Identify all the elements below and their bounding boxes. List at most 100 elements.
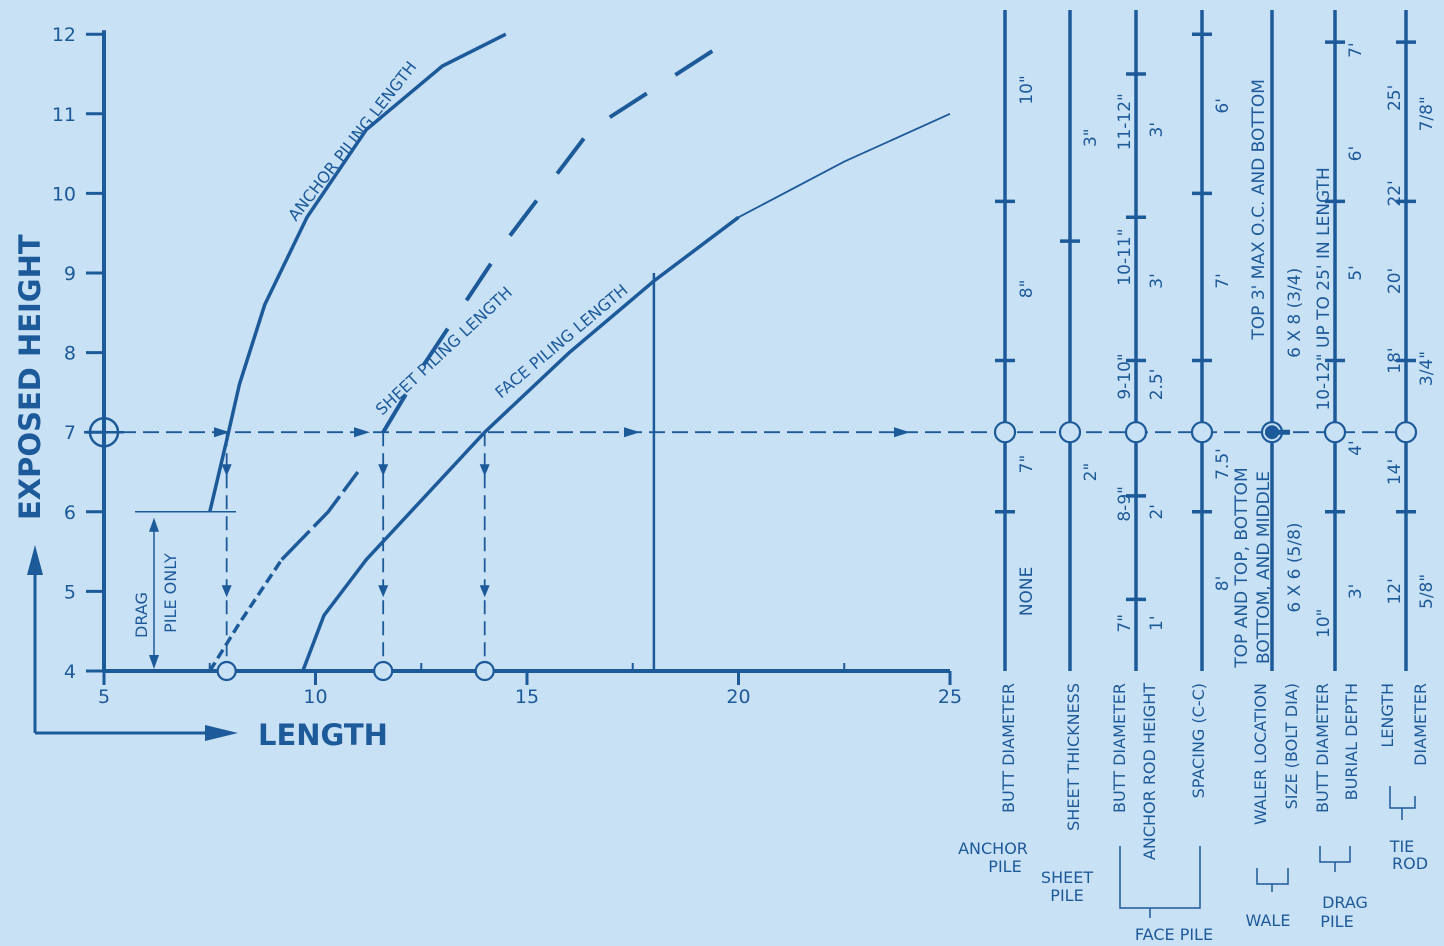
sheet-curve-label: SHEET PILING LENGTH — [372, 283, 516, 419]
example-length-marker — [474, 660, 495, 682]
scale-value-marker — [1190, 421, 1214, 444]
y-tick-label: 6 — [64, 502, 76, 524]
scale-value-label: 2' — [1147, 504, 1167, 520]
group-label-sheet: PILE — [1050, 886, 1083, 905]
scale-value-label: 3' — [1147, 273, 1167, 289]
x-tick-label: 25 — [938, 686, 962, 708]
x-tick-label: 5 — [98, 686, 110, 708]
scale-value-label: 1' — [1147, 615, 1167, 631]
x-direction-arrowhead — [205, 725, 238, 741]
scale-value-label: 2" — [1081, 463, 1101, 482]
scale-value-label: 4' — [1346, 440, 1366, 456]
scale-value-label: 18' — [1385, 347, 1405, 373]
scale-column-name: LENGTH — [1378, 683, 1397, 748]
y-tick-label: 5 — [64, 581, 76, 603]
scale-value-label: TOP 3' MAX O.C. AND BOTTOM — [1249, 79, 1269, 341]
scale-value-label: BOTTOM, AND MIDDLE — [1254, 471, 1274, 664]
scale-value-label: 7.5' — [1213, 448, 1233, 480]
guide-arrow-right — [894, 427, 910, 438]
sheet-piling-curve-middle — [280, 470, 360, 561]
scale-value-label: 7" — [1115, 614, 1135, 633]
group-label-anchor: ANCHOR — [958, 839, 1028, 858]
scale-value-label: 6' — [1213, 98, 1233, 114]
scale-value-label: NONE — [1017, 567, 1037, 617]
scale-value-marker — [993, 421, 1017, 444]
y-tick-label: 11 — [52, 104, 76, 126]
scale-value-label: 10" — [1314, 609, 1334, 638]
scale-value-label: 10-11" — [1115, 228, 1135, 285]
face-piling-curve — [301, 215, 740, 672]
scale-value-label: 11-12" — [1115, 93, 1135, 150]
scale-value-label: 3/4" — [1417, 351, 1437, 386]
y-tick-label: 7 — [64, 422, 76, 444]
drag-pile-bracket — [1319, 846, 1351, 872]
scale-value-label: 3' — [1147, 122, 1167, 138]
scale-column-name: BUTT DIAMETER — [1313, 683, 1332, 813]
scale-value-marker — [1394, 421, 1418, 444]
scale-value-label: 20' — [1385, 268, 1405, 294]
y-tick-label: 4 — [64, 661, 76, 683]
group-label-drag: DRAG — [1322, 893, 1368, 912]
guide-arrow-right — [624, 427, 640, 438]
scale-value-label: 7' — [1346, 42, 1366, 58]
guide-arrow-down — [221, 464, 232, 477]
scale-value-label: 7' — [1213, 273, 1233, 289]
scale-value-marker — [1124, 421, 1148, 444]
scale-value-marker — [1323, 421, 1347, 444]
scale-value-label: 8' — [1213, 576, 1233, 592]
group-label-sheet: SHEET — [1041, 868, 1093, 887]
x-axis-label: LENGTH — [258, 718, 388, 752]
scale-column-name: BURIAL DEPTH — [1342, 683, 1361, 800]
scale-column-name: SPACING (C-C) — [1189, 683, 1208, 798]
scale-value-label: TOP AND TOP, BOTTOM — [1232, 467, 1252, 668]
drag-dimension-arrow-up — [149, 517, 159, 532]
group-label-face: FACE PILE — [1135, 925, 1213, 944]
scale-value-label: 6 X 8 (3/4) — [1285, 268, 1305, 358]
anchor-curve-label: ANCHOR PILING LENGTH — [284, 58, 420, 225]
sheet-piling-curve-upper — [381, 32, 740, 434]
scale-value-label: 3' — [1346, 584, 1366, 600]
pile-only-label: PILE ONLY — [161, 553, 180, 633]
scale-column-name: SIZE (BOLT DIA) — [1282, 683, 1301, 809]
face-piling-curve-extension — [653, 112, 951, 282]
face-pile-bracket — [1119, 846, 1201, 918]
x-tick-label: 15 — [515, 686, 539, 708]
group-label-tie: ROD — [1392, 854, 1428, 873]
sheet-piling-curve-lower — [208, 558, 284, 672]
y-tick-label: 10 — [52, 183, 76, 205]
scale-value-label: 7" — [1017, 455, 1037, 474]
guide-arrow-right — [214, 427, 230, 438]
scale-value-label: 8" — [1017, 280, 1037, 299]
scale-value-label: 22' — [1385, 180, 1405, 206]
scale-value-label: 6 X 6 (5/8) — [1285, 522, 1305, 612]
guide-arrow-down — [479, 585, 490, 598]
drag-dimension-arrow-down — [149, 655, 159, 669]
y-direction-arrowhead — [27, 545, 43, 575]
y-tick-label: 12 — [52, 24, 76, 46]
y-axis-label: EXPOSED HEIGHT — [13, 234, 47, 520]
guide-arrow-down — [378, 464, 389, 477]
tie-rod-bracket — [1389, 786, 1416, 820]
scale-column-name: BUTT DIAMETER — [1110, 683, 1129, 813]
drag-label: DRAG — [132, 592, 151, 638]
scale-value-label: 5' — [1346, 265, 1366, 281]
scale-value-marker — [1058, 421, 1082, 444]
scale-columns: NONE 7" 8" 10" 2" 3" 7" 8-9" 9-10" 10-11" 11-12" 1'… — [993, 10, 1437, 918]
group-label-anchor: PILE — [988, 857, 1021, 876]
scale-value-label: 2.5' — [1147, 369, 1167, 401]
x-tick-label: 20 — [726, 686, 750, 708]
example-guide-lines — [84, 412, 1406, 682]
group-label-drag: PILE — [1320, 912, 1353, 931]
guide-arrow-down — [479, 464, 490, 477]
scale-value-label: 8-9" — [1115, 486, 1135, 522]
scale-value-label: 10-12" UP TO 25' IN LENGTH — [1314, 167, 1334, 410]
scale-column-name: BUTT DIAMETER — [999, 683, 1018, 813]
scale-value-label: 5/8" — [1417, 574, 1437, 609]
scale-value-label: 25' — [1385, 85, 1405, 111]
y-tick-label: 8 — [64, 343, 76, 365]
guide-arrow-down — [221, 585, 232, 598]
scale-value-label: 10" — [1017, 75, 1037, 104]
